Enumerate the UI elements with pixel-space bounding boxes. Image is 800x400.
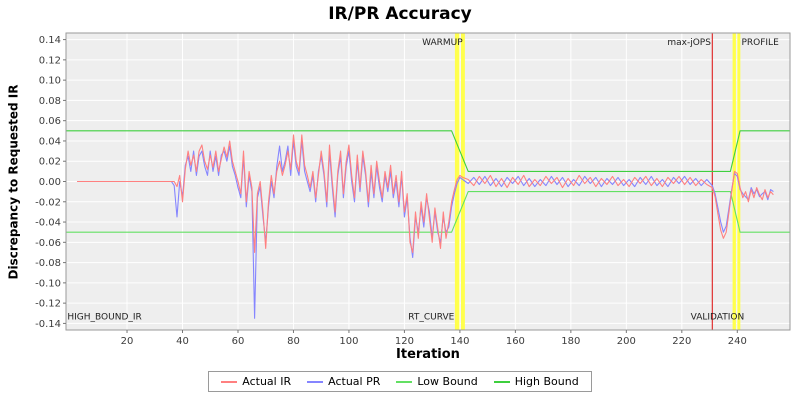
- svg-text:-0.06: -0.06: [35, 238, 61, 249]
- svg-text:100: 100: [339, 336, 358, 347]
- svg-text:0.02: 0.02: [39, 157, 61, 168]
- high-bound-line-swatch-icon: [493, 380, 510, 383]
- svg-text:180: 180: [561, 336, 580, 347]
- legend-label-low-bound: Low Bound: [417, 375, 478, 388]
- svg-text:40: 40: [176, 336, 189, 347]
- chart-title: IR/PR Accuracy: [328, 4, 472, 24]
- svg-text:PROFILE: PROFILE: [741, 38, 779, 48]
- svg-text:HIGH_BOUND_IR: HIGH_BOUND_IR: [67, 312, 141, 322]
- svg-text:20: 20: [121, 336, 134, 347]
- low-bound-line-swatch-icon: [396, 380, 413, 383]
- legend-box: Actual IR Actual PR Low Bound High Bound: [208, 371, 592, 392]
- legend: Actual IR Actual PR Low Bound High Bound: [0, 371, 800, 392]
- actual-ir-line-swatch-icon: [221, 380, 238, 383]
- svg-text:0.04: 0.04: [39, 136, 61, 147]
- legend-label-high-bound: High Bound: [514, 375, 579, 388]
- svg-text:WARMUP: WARMUP: [422, 38, 463, 48]
- legend-label-actual-ir: Actual IR: [242, 375, 292, 388]
- svg-text:0.08: 0.08: [39, 96, 61, 107]
- legend-label-actual-pr: Actual PR: [328, 375, 381, 388]
- svg-text:160: 160: [506, 336, 525, 347]
- svg-text:80: 80: [287, 336, 300, 347]
- legend-item-actual-pr: Actual PR: [307, 375, 380, 388]
- legend-item-low-bound: Low Bound: [396, 375, 478, 388]
- svg-text:0.10: 0.10: [39, 76, 61, 87]
- svg-text:RT_CURVE: RT_CURVE: [408, 312, 454, 322]
- svg-text:-0.02: -0.02: [35, 197, 61, 208]
- svg-text:-0.08: -0.08: [35, 258, 61, 269]
- svg-text:-0.12: -0.12: [35, 299, 61, 310]
- svg-text:-0.14: -0.14: [35, 319, 61, 330]
- plot-area: 20 40 60 80 100 120 140 160 180 200 220 240 0.14 0.12…: [35, 32, 791, 347]
- x-axis-title: Iteration: [396, 347, 460, 362]
- actual-pr-line-swatch-icon: [307, 380, 324, 383]
- svg-text:240: 240: [728, 336, 747, 347]
- svg-text:0.00: 0.00: [39, 177, 61, 188]
- svg-text:max-jOPS: max-jOPS: [667, 38, 711, 48]
- svg-text:0.06: 0.06: [39, 116, 61, 127]
- legend-item-actual-ir: Actual IR: [221, 375, 291, 388]
- svg-text:-0.10: -0.10: [35, 278, 61, 289]
- svg-text:200: 200: [617, 336, 636, 347]
- svg-text:220: 220: [672, 336, 691, 347]
- svg-text:140: 140: [450, 336, 469, 347]
- svg-text:VALIDATION: VALIDATION: [691, 312, 745, 322]
- svg-text:0.14: 0.14: [39, 35, 61, 46]
- svg-text:60: 60: [232, 336, 245, 347]
- legend-item-high-bound: High Bound: [493, 375, 579, 388]
- svg-text:0.12: 0.12: [39, 55, 61, 66]
- svg-text:-0.04: -0.04: [35, 218, 61, 229]
- svg-text:120: 120: [395, 336, 414, 347]
